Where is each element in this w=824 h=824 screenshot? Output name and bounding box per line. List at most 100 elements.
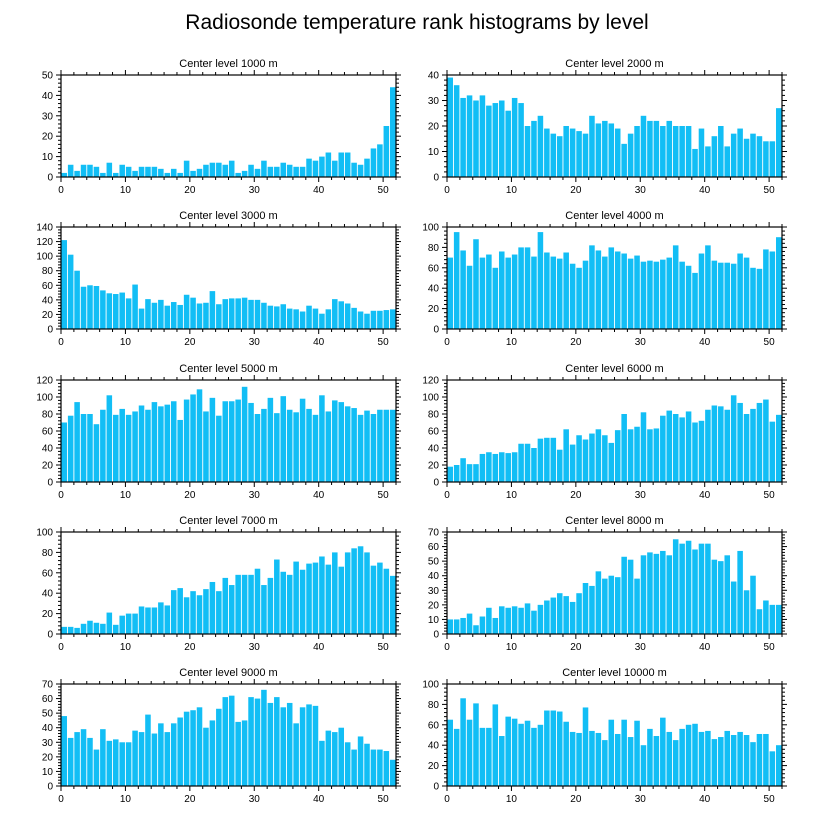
histogram-bar: [718, 126, 724, 177]
panel-3: Center level 3000 m 0 10 20 30 40 50 0 20 40 60 80 1…: [36, 210, 401, 348]
histogram-bar: [274, 697, 280, 786]
histogram-bar: [453, 85, 460, 177]
histogram-bar: [711, 559, 718, 634]
histogram-bar: [190, 297, 196, 329]
histogram-bar: [730, 581, 737, 634]
histogram-bar: [254, 414, 261, 482]
histogram-bar: [666, 120, 673, 177]
histogram-bar: [627, 429, 634, 482]
x-tick-label: 10: [120, 490, 132, 501]
histogram-bar: [460, 458, 466, 482]
histogram-bar: [544, 600, 550, 634]
y-tick-label: 50: [428, 557, 440, 568]
x-tick-label: 0: [58, 642, 64, 653]
histogram-bar: [170, 723, 177, 786]
histogram-bar: [170, 590, 177, 634]
histogram-bar: [151, 302, 158, 329]
histogram-bar: [473, 464, 479, 482]
histogram-bar: [505, 257, 511, 329]
histogram-bar: [679, 417, 685, 482]
histogram-bar: [106, 293, 113, 329]
histogram-bar: [447, 257, 453, 329]
histogram-bar: [364, 552, 370, 634]
x-tick-label: 0: [58, 794, 64, 805]
histogram-bar: [228, 401, 235, 482]
histogram-bar: [505, 716, 511, 786]
histogram-bar: [119, 292, 125, 329]
histogram-bar: [138, 166, 145, 177]
histogram-bar: [647, 728, 653, 786]
x-tick-label: 50: [378, 337, 390, 348]
histogram-bar: [216, 708, 222, 786]
histogram-bar: [479, 95, 486, 177]
histogram-bar: [286, 164, 293, 177]
histogram-bar: [241, 170, 248, 177]
histogram-bar: [621, 253, 627, 329]
y-tick-label: 60: [428, 263, 440, 274]
histogram-bar: [479, 727, 486, 786]
histogram-bar: [563, 596, 569, 634]
y-tick-label: 100: [422, 223, 439, 234]
y-tick-label: 60: [42, 568, 54, 579]
y-tick-label: 100: [422, 680, 439, 691]
histogram-bar: [776, 237, 782, 329]
histogram-bar: [718, 561, 724, 634]
histogram-bar: [621, 143, 627, 177]
histogram-bar: [776, 604, 782, 634]
histogram-bar: [351, 307, 357, 329]
histogram-bar: [479, 257, 486, 329]
histogram-bar: [306, 408, 312, 482]
y-tick-label: 0: [433, 630, 439, 641]
histogram-bar: [132, 411, 138, 482]
histogram-bar: [87, 414, 93, 482]
y-tick-label: 0: [433, 478, 439, 489]
histogram-bar: [164, 305, 171, 329]
x-tick-label: 40: [313, 185, 325, 196]
histogram-bar: [332, 299, 338, 329]
histogram-bar: [563, 429, 569, 482]
histogram-bar: [319, 313, 325, 329]
histogram-bar: [306, 563, 312, 634]
histogram-bar: [293, 561, 299, 634]
histogram-bar: [544, 252, 550, 329]
histogram-bar: [730, 263, 737, 329]
histogram-bar: [280, 396, 287, 482]
histogram-bar: [319, 556, 325, 634]
x-tick-label: 0: [444, 490, 450, 501]
histogram-bar: [151, 733, 158, 786]
histogram-bar: [660, 415, 666, 482]
histogram-bar: [293, 309, 299, 329]
histogram-bar: [87, 737, 93, 786]
histogram-bar: [112, 739, 119, 786]
histogram-bar: [93, 166, 100, 177]
histogram-bar: [377, 310, 383, 329]
histogram-bar: [685, 540, 692, 634]
histogram-bar: [164, 732, 171, 786]
panel-title: Center level 9000 m: [179, 667, 277, 679]
histogram-bar: [357, 414, 364, 482]
histogram-bar: [203, 411, 209, 482]
histogram-bar: [602, 578, 608, 634]
histogram-bar: [769, 604, 776, 634]
histogram-bar: [763, 733, 769, 786]
x-tick-label: 50: [764, 185, 776, 196]
histogram-bar: [267, 305, 274, 329]
histogram-bar: [679, 261, 685, 329]
panel-title: Center level 2000 m: [565, 58, 663, 70]
histogram-bar: [228, 585, 235, 634]
histogram-bar: [312, 705, 319, 786]
histogram-bar: [370, 310, 377, 329]
x-tick-label: 0: [444, 794, 450, 805]
histogram-bar: [74, 170, 80, 177]
histogram-bar: [634, 720, 640, 786]
histogram-bar: [106, 395, 113, 482]
histogram-bar: [769, 751, 776, 786]
histogram-bar: [569, 263, 576, 329]
histogram-bar: [151, 607, 158, 634]
histogram-bar: [164, 605, 171, 634]
x-tick-label: 0: [58, 185, 64, 196]
histogram-bar: [248, 574, 254, 634]
histogram-bar: [653, 553, 660, 634]
histogram-bar: [177, 588, 183, 634]
